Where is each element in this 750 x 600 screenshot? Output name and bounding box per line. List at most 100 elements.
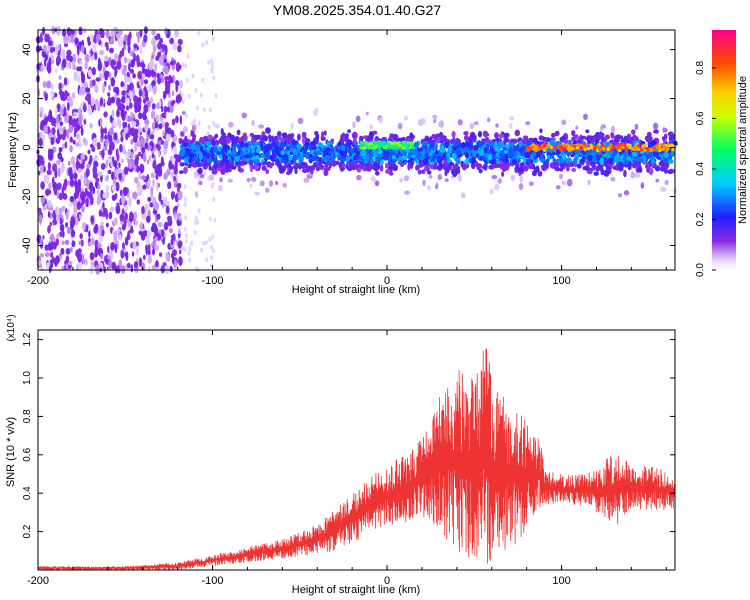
- spectrogram-cell: [163, 221, 169, 231]
- spectrogram-cell: [59, 121, 63, 127]
- spectrogram-cell: [58, 147, 63, 153]
- spectrogram-cell: [148, 178, 151, 185]
- spectrogram-cell: [66, 53, 71, 61]
- spectrogram-cell: [50, 90, 55, 98]
- spectrogram-cell: [179, 249, 182, 255]
- spectrogram-peak-cell: [403, 144, 408, 148]
- spectrogram-cell: [39, 111, 43, 118]
- spectrogram-cell: [155, 174, 159, 180]
- spectrogram-cell: [169, 37, 175, 45]
- spectrogram-cell: [663, 151, 669, 158]
- spectrogram-cell: [60, 247, 65, 255]
- spectrogram-cell: [451, 130, 456, 138]
- spectrogram-cell: [117, 99, 121, 106]
- spectrogram-cell: [144, 119, 150, 125]
- spectrogram-cell: [487, 117, 491, 123]
- spectrogram-cell: [457, 119, 463, 126]
- spectrogram-cell: [120, 109, 126, 119]
- spectrogram-cell: [154, 62, 158, 73]
- spectrogram-cell: [294, 150, 299, 156]
- spectrogram-cell: [169, 60, 174, 66]
- spectrogram-cell: [194, 191, 199, 198]
- spectrogram-cell: [49, 221, 52, 227]
- spectrogram-cell: [222, 138, 227, 146]
- spectrogram-cell: [352, 155, 359, 161]
- spectrogram-cell: [669, 134, 675, 139]
- spectrogram-cell: [552, 157, 556, 163]
- spectrogram-peak-cell: [631, 147, 635, 151]
- spectrogram-cell: [64, 89, 67, 96]
- spectrogram-cell: [72, 92, 75, 99]
- spectrogram-cell: [162, 67, 165, 73]
- spectrogram-cell: [41, 159, 45, 167]
- spectrogram-cell: [103, 111, 108, 118]
- spectrogram-cell: [297, 146, 301, 152]
- spectrogram-peak-cell: [601, 147, 606, 151]
- spectrogram-peak-cell: [624, 148, 629, 152]
- spectrogram-cell: [113, 132, 118, 141]
- spectrogram-cell: [85, 258, 88, 266]
- spectrogram-cell: [403, 151, 407, 156]
- spectrogram-cell: [97, 228, 102, 235]
- spectrogram-cell: [96, 141, 101, 150]
- spectrogram-cell: [655, 178, 660, 183]
- spectrogram-cell: [197, 167, 203, 175]
- spectrogram-peak-cell: [609, 143, 613, 147]
- spectrogram-peak-cell: [643, 144, 648, 148]
- spectrogram-cell: [549, 139, 555, 147]
- spectrogram-cell: [324, 155, 330, 162]
- spectrogram-cell: [75, 160, 81, 171]
- spectrogram-cell: [374, 180, 380, 187]
- spectrogram-cell: [392, 158, 397, 164]
- spectrogram-cell: [67, 95, 72, 101]
- spectrogram-cell: [183, 246, 187, 252]
- spectrogram-cell: [436, 155, 443, 162]
- spectrogram-peak-cell: [577, 143, 582, 147]
- spectrogram-cell: [56, 233, 60, 239]
- spectrogram-cell: [204, 240, 208, 246]
- spectrogram-cell: [133, 134, 139, 139]
- spectrogram-cell: [385, 162, 389, 169]
- spectrogram-cell: [113, 230, 118, 241]
- spectrogram-cell: [47, 211, 51, 218]
- spectrogram-cell: [489, 188, 494, 195]
- spectrogram-cell: [152, 178, 155, 188]
- spectrogram-cell: [129, 215, 134, 223]
- spectrogram-cell: [375, 171, 380, 176]
- spectrogram-cell: [38, 45, 43, 51]
- spectrogram-cell: [94, 239, 99, 249]
- spectrogram-cell: [58, 83, 63, 89]
- spectrogram-cell: [431, 133, 436, 140]
- spectrogram-cell: [205, 141, 211, 147]
- spectrogram-cell: [315, 166, 321, 172]
- spectrogram-cell: [100, 221, 104, 226]
- spectrogram-cell: [312, 109, 318, 116]
- spectrogram-cell: [222, 153, 226, 159]
- spectrogram-cell: [132, 241, 137, 250]
- spectrogram-cell: [545, 158, 550, 164]
- spectrogram-cell: [227, 178, 233, 183]
- spectrogram-cell: [287, 133, 292, 140]
- spectrogram-cell: [146, 229, 152, 239]
- spectrogram-cell: [127, 262, 131, 269]
- spectrogram-cell: [102, 192, 107, 199]
- spectrogram-peak-cell: [536, 148, 540, 152]
- spectrogram-cell: [587, 149, 594, 154]
- spectrogram-cell: [181, 245, 185, 251]
- spectrogram-cell: [185, 77, 189, 83]
- spectrogram-cell: [658, 153, 663, 158]
- spectrogram-cell: [261, 131, 266, 137]
- spectrogram-cell: [266, 151, 270, 155]
- spectrogram-cell: [566, 165, 570, 172]
- spectrogram-cell: [275, 180, 279, 186]
- spectrogram-cell: [65, 248, 71, 255]
- spectrogram-cell: [176, 154, 181, 163]
- spectrogram-cell: [123, 204, 129, 212]
- spectrogram-cell: [190, 143, 197, 151]
- spectrogram-cell: [317, 157, 323, 163]
- spectrogram-cell: [175, 115, 179, 124]
- spectrogram-cell: [119, 143, 123, 153]
- colorbar-tick-label: 0.2: [695, 212, 706, 226]
- spectrogram-y-axis-label: Frequency (Hz): [7, 112, 19, 188]
